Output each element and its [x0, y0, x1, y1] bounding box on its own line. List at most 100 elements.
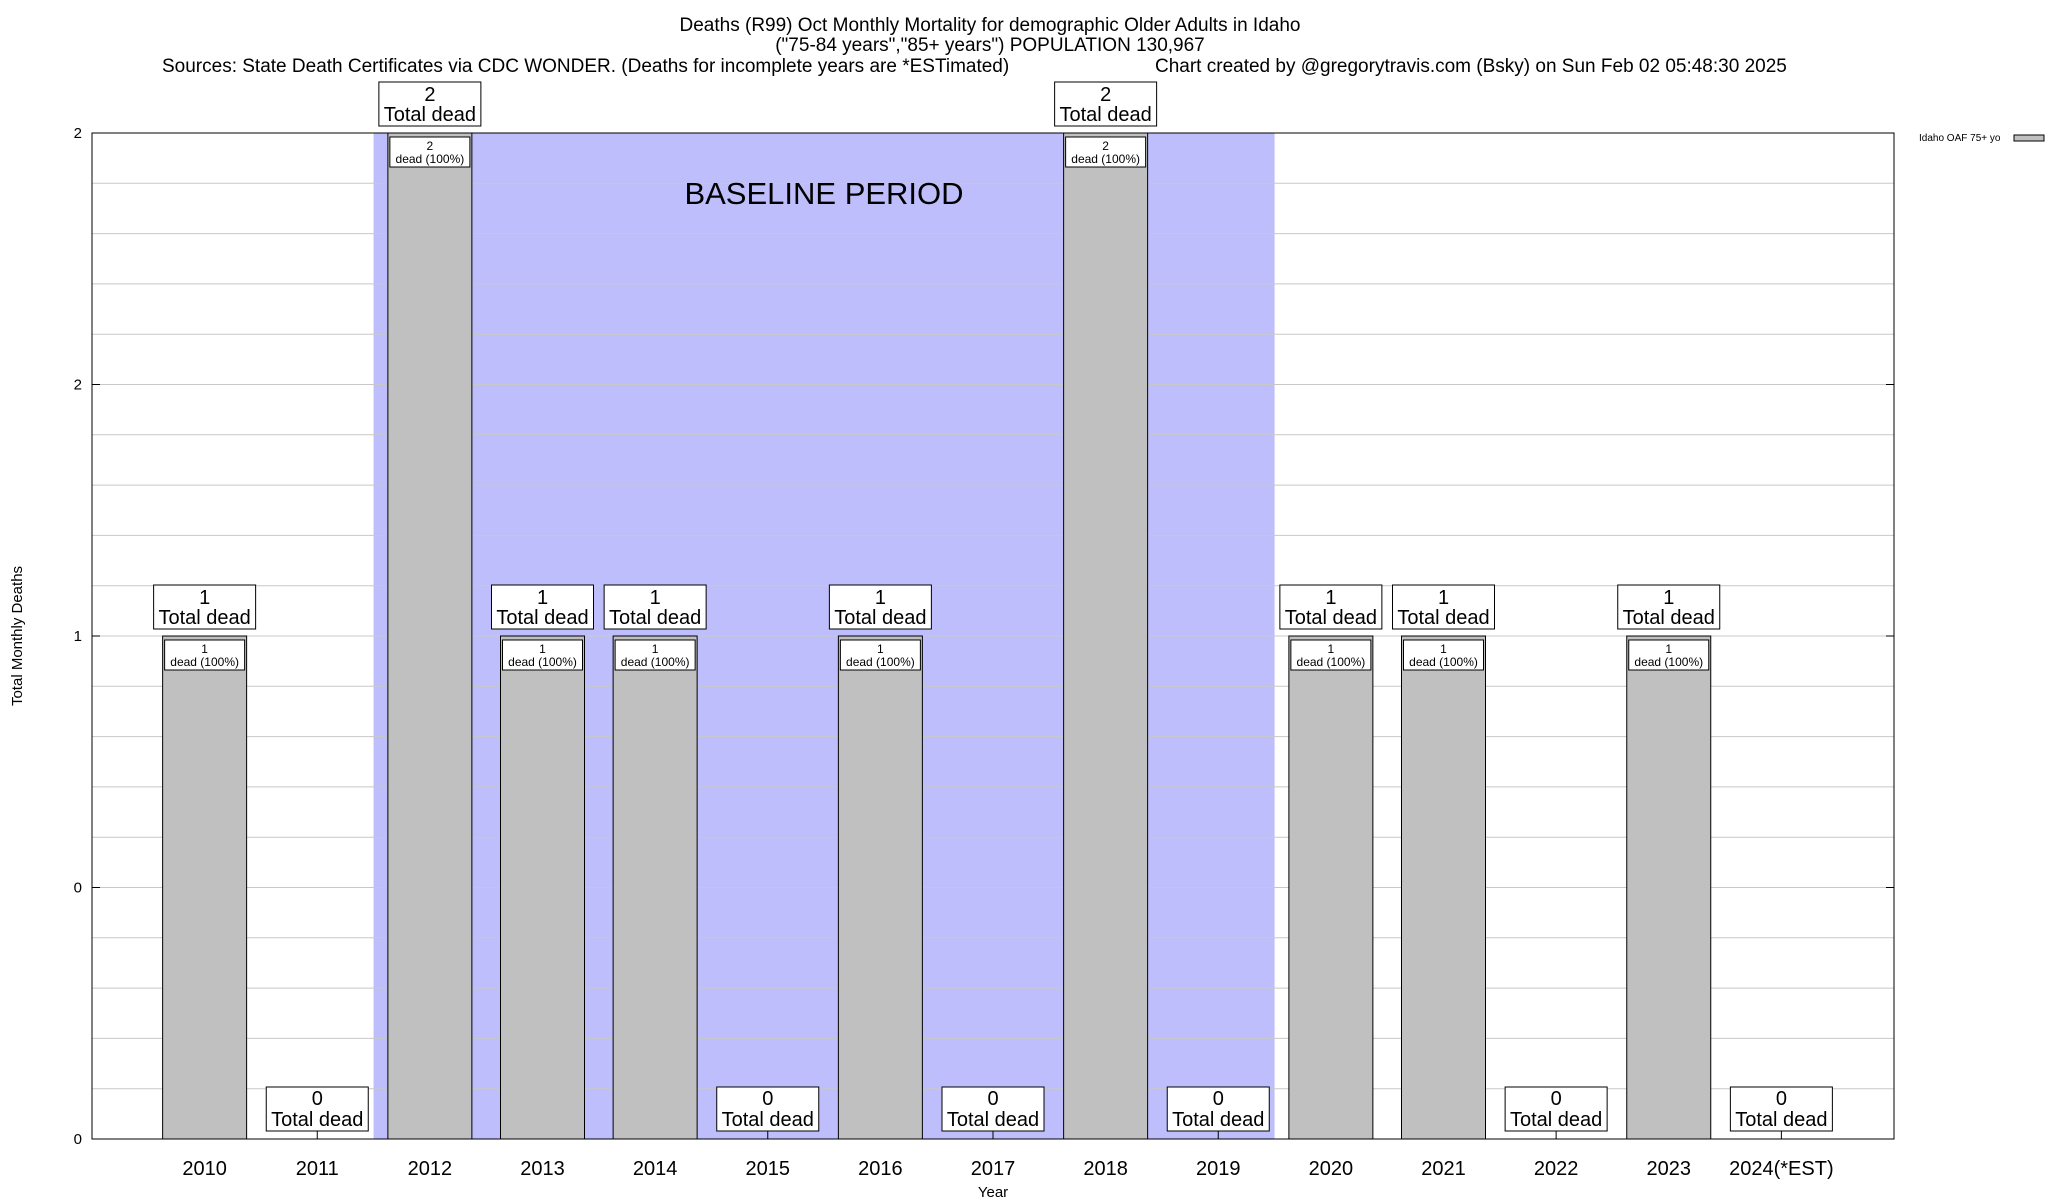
- y-axis-label: Total Monthly Deaths: [9, 566, 26, 706]
- total-label-count: 1: [199, 587, 210, 609]
- inner-label-percent: dead (100%): [1409, 655, 1478, 669]
- total-label-box: [716, 1086, 820, 1132]
- total-label-box: [1392, 584, 1495, 630]
- inner-label-percent: dead (100%): [396, 152, 465, 166]
- x-tick-label: 2013: [520, 1158, 565, 1180]
- x-tick-label: 2010: [182, 1158, 227, 1180]
- total-label-count: 0: [1776, 1088, 1787, 1110]
- total-label-box: [1279, 584, 1383, 630]
- total-label-count: 1: [650, 587, 661, 609]
- inner-label-count: 1: [652, 642, 659, 656]
- inner-label-percent: dead (100%): [1634, 655, 1703, 669]
- bar: [387, 132, 473, 1140]
- x-tick-label: 2020: [1309, 1158, 1354, 1180]
- x-tick-label: 2012: [408, 1158, 453, 1180]
- inner-label-percent: dead (100%): [508, 655, 577, 669]
- inner-label-count: 2: [427, 139, 434, 153]
- total-label-box: [941, 1086, 1045, 1132]
- total-label-box: [1729, 1086, 1833, 1132]
- total-label-count: 1: [1438, 587, 1449, 609]
- chart-subtitle: ("75-84 years","85+ years") POPULATION 1…: [775, 35, 1205, 56]
- legend-label: Idaho OAF 75+ yo: [1919, 133, 2001, 144]
- total-label-count: 1: [537, 587, 548, 609]
- total-label-text: Total dead: [834, 607, 926, 629]
- inner-label-count: 1: [1440, 642, 1447, 656]
- x-tick-label: 2019: [1196, 1158, 1241, 1180]
- inner-label-box: [164, 639, 246, 671]
- total-label-count: 1: [875, 587, 886, 609]
- bar: [612, 635, 698, 1140]
- total-label-box: [1617, 584, 1721, 630]
- bar: [1288, 635, 1374, 1140]
- total-label-text: Total dead: [947, 1109, 1039, 1131]
- total-label-text: Total dead: [1397, 607, 1489, 629]
- inner-label-box: [839, 639, 921, 671]
- bar: [837, 635, 923, 1140]
- inner-label-box: [389, 136, 471, 168]
- bar: [1401, 635, 1486, 1140]
- total-label-text: Total dead: [158, 607, 250, 629]
- inner-label-box: [502, 639, 583, 671]
- total-label-text: Total dead: [384, 104, 476, 126]
- inner-label-count: 1: [539, 642, 546, 656]
- x-tick-label: 2017: [971, 1158, 1016, 1180]
- inner-label-count: 1: [1665, 642, 1672, 656]
- inner-label-box: [1290, 639, 1372, 671]
- total-label-count: 0: [1551, 1088, 1562, 1110]
- inner-label-percent: dead (100%): [1297, 655, 1366, 669]
- total-label-text: Total dead: [609, 607, 701, 629]
- inner-label-box: [1403, 639, 1484, 671]
- y-tick-label: 2: [74, 125, 82, 142]
- x-tick-label: 2018: [1083, 1158, 1128, 1180]
- inner-label-box: [1628, 639, 1710, 671]
- inner-label-percent: dead (100%): [1071, 152, 1140, 166]
- x-tick-label: 2011: [296, 1158, 339, 1180]
- total-label-box: [603, 584, 707, 630]
- chart-credit: Chart created by @gregorytravis.com (Bsk…: [1155, 56, 1787, 77]
- x-tick-label: 2021: [1421, 1158, 1466, 1180]
- total-label-box: [828, 584, 932, 630]
- total-label-box: [491, 584, 594, 630]
- total-label-text: Total dead: [271, 1109, 363, 1131]
- bar: [162, 635, 248, 1140]
- x-tick-label: 2023: [1647, 1158, 1692, 1180]
- chart-title: Deaths (R99) Oct Monthly Mortality for d…: [680, 15, 1301, 36]
- total-label-text: Total dead: [1059, 104, 1151, 126]
- total-label-count: 0: [1213, 1088, 1224, 1110]
- total-label-count: 0: [312, 1088, 323, 1110]
- baseline-label: BASELINE PERIOD: [684, 176, 963, 211]
- y-tick-label: 1: [74, 628, 82, 645]
- inner-label-percent: dead (100%): [846, 655, 915, 669]
- x-tick-label: 2015: [746, 1158, 791, 1180]
- x-axis-label: Year: [978, 1184, 1008, 1200]
- total-label-box: [378, 81, 482, 127]
- total-label-count: 1: [1325, 587, 1336, 609]
- total-label-count: 0: [987, 1088, 998, 1110]
- bar: [500, 635, 585, 1140]
- bar: [1063, 132, 1149, 1140]
- inner-label-count: 2: [1102, 139, 1109, 153]
- total-label-count: 2: [424, 84, 435, 106]
- inner-label-box: [1065, 136, 1147, 168]
- inner-label-percent: dead (100%): [170, 655, 239, 669]
- legend-swatch: [2013, 134, 2045, 142]
- total-label-text: Total dead: [496, 607, 588, 629]
- inner-label-count: 1: [201, 642, 208, 656]
- total-label-box: [1054, 81, 1158, 127]
- total-label-box: [1504, 1086, 1608, 1132]
- total-label-count: 1: [1663, 587, 1674, 609]
- x-tick-label: 2014: [633, 1158, 678, 1180]
- total-label-box: [153, 584, 257, 630]
- plot-frame: [91, 132, 1895, 1140]
- total-label-box: [265, 1086, 369, 1132]
- x-tick-label: 2022: [1534, 1158, 1579, 1180]
- bar: [1626, 635, 1712, 1140]
- total-label-count: 0: [762, 1088, 773, 1110]
- x-tick-label: 2016: [858, 1158, 903, 1180]
- inner-label-count: 1: [877, 642, 884, 656]
- y-tick-label: 2: [74, 377, 82, 394]
- y-tick-label: 0: [74, 880, 82, 897]
- total-label-box: [1166, 1086, 1270, 1132]
- inner-label-count: 1: [1328, 642, 1335, 656]
